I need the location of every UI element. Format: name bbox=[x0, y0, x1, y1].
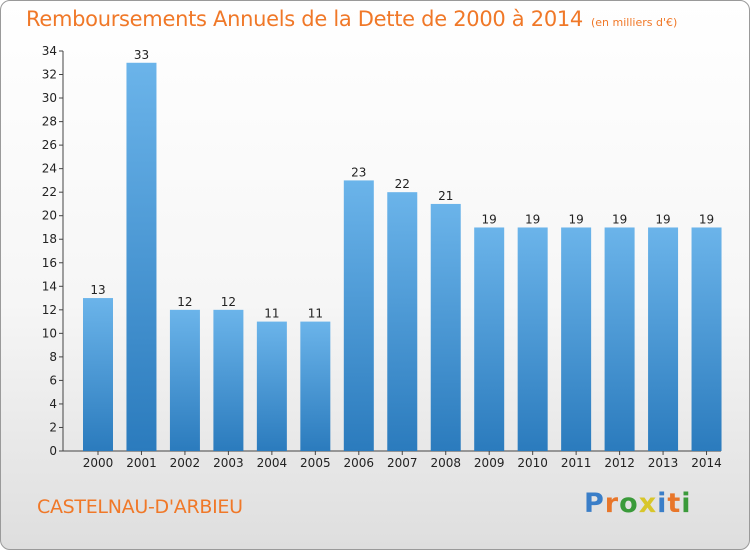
y-tick-label: 14 bbox=[42, 279, 57, 293]
x-tick-label: 2002 bbox=[170, 456, 201, 470]
bar bbox=[169, 309, 200, 451]
chart-title: Remboursements Annuels de la Dette de 20… bbox=[26, 7, 677, 31]
bar-value-label: 21 bbox=[438, 189, 453, 203]
y-tick-label: 0 bbox=[49, 444, 57, 458]
x-tick-label: 2004 bbox=[257, 456, 288, 470]
x-tick-label: 2014 bbox=[691, 456, 722, 470]
bar-value-label: 19 bbox=[699, 212, 714, 226]
y-tick-label: 30 bbox=[42, 91, 57, 105]
bar-value-label: 12 bbox=[221, 295, 236, 309]
y-tick-label: 2 bbox=[49, 420, 57, 434]
y-tick-label: 32 bbox=[42, 68, 57, 82]
bar bbox=[213, 309, 244, 451]
y-tick-label: 8 bbox=[49, 350, 57, 364]
bar-value-label: 19 bbox=[655, 212, 670, 226]
bar bbox=[256, 321, 287, 451]
bars: 13 33 12 12 11 11 23 22 21 19 19 19 19 19 19 bbox=[83, 48, 722, 452]
x-tick-label: 2012 bbox=[604, 456, 635, 470]
x-tick-label: 2011 bbox=[561, 456, 592, 470]
x-tick-label: 2010 bbox=[517, 456, 548, 470]
bar-value-label: 11 bbox=[308, 307, 323, 321]
y-tick-label: 28 bbox=[42, 115, 57, 129]
bar bbox=[517, 227, 548, 451]
bar bbox=[126, 62, 157, 451]
y-tick-label: 16 bbox=[42, 256, 57, 270]
logo-letter: i bbox=[681, 488, 692, 519]
bar bbox=[561, 227, 592, 451]
y-tick-label: 20 bbox=[42, 209, 57, 223]
logo-letter: P bbox=[584, 488, 605, 519]
bar bbox=[691, 227, 722, 451]
x-tick-label: 2001 bbox=[126, 456, 157, 470]
bar bbox=[300, 321, 331, 451]
bar bbox=[474, 227, 505, 451]
y-tick-label: 24 bbox=[42, 162, 57, 176]
y-tick-label: 34 bbox=[42, 44, 57, 58]
chart-unit: (en milliers d'€) bbox=[591, 16, 678, 29]
y-tick-label: 22 bbox=[42, 185, 57, 199]
chart-title-text: Remboursements Annuels de la Dette de 20… bbox=[26, 7, 583, 31]
x-tick-label: 2000 bbox=[83, 456, 114, 470]
y-tick-label: 18 bbox=[42, 232, 57, 246]
x-tick-label: 2009 bbox=[474, 456, 505, 470]
bar-value-label: 33 bbox=[134, 48, 149, 62]
bar-value-label: 19 bbox=[568, 212, 583, 226]
bar bbox=[604, 227, 635, 451]
x-tick-label: 2013 bbox=[648, 456, 679, 470]
bar-value-label: 11 bbox=[264, 307, 279, 321]
logo-letter: o bbox=[619, 488, 639, 519]
logo-letter: r bbox=[604, 488, 620, 519]
y-tick-label: 26 bbox=[42, 138, 57, 152]
bar bbox=[648, 227, 679, 451]
logo-letter: x bbox=[638, 488, 658, 519]
y-tick-label: 4 bbox=[49, 397, 57, 411]
logo-letter: t bbox=[667, 488, 682, 519]
y-tick-label: 12 bbox=[42, 303, 57, 317]
bar bbox=[430, 203, 461, 451]
x-tick-label: 2008 bbox=[430, 456, 461, 470]
bar bbox=[343, 180, 374, 452]
x-tick-label: 2003 bbox=[213, 456, 244, 470]
y-tick-label: 6 bbox=[49, 373, 57, 387]
bar bbox=[83, 298, 113, 451]
x-tick-label: 2007 bbox=[387, 456, 418, 470]
commune-name: CASTELNAU-D'ARBIEU bbox=[37, 496, 243, 518]
bar bbox=[387, 192, 418, 452]
logo-letter: i bbox=[657, 488, 668, 519]
bar-value-label: 13 bbox=[90, 283, 105, 297]
x-tick-label: 2005 bbox=[300, 456, 331, 470]
bar-value-label: 19 bbox=[482, 212, 497, 226]
y-tick-label: 10 bbox=[42, 326, 57, 340]
proxiti-logo: Proxiti bbox=[584, 488, 692, 519]
bar-value-label: 22 bbox=[395, 177, 410, 191]
bar-value-label: 12 bbox=[177, 295, 192, 309]
x-tick-label: 2006 bbox=[344, 456, 375, 470]
bar-value-label: 19 bbox=[525, 212, 540, 226]
bar-value-label: 23 bbox=[351, 165, 366, 179]
bar-value-label: 19 bbox=[612, 212, 627, 226]
